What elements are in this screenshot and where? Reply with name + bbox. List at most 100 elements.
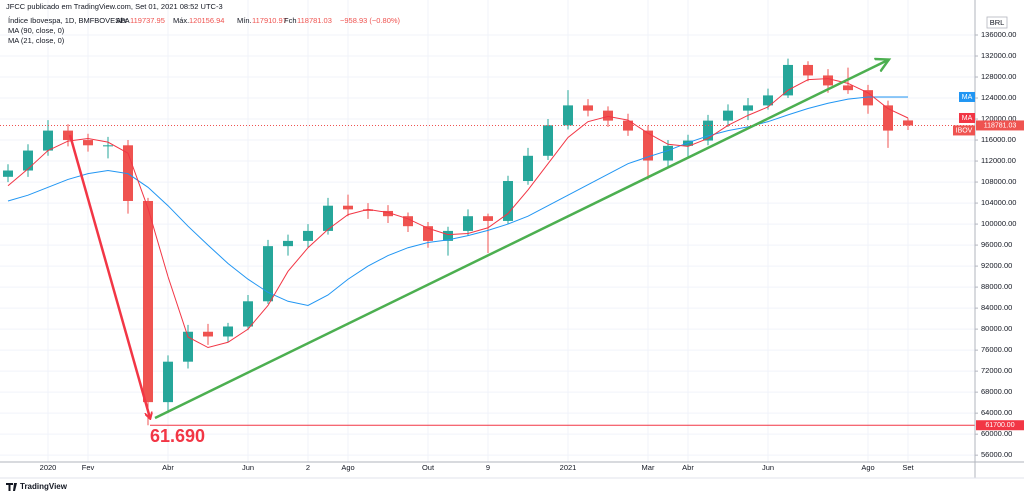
x-tick-label: Abr (682, 463, 694, 472)
high-label: Máx. (173, 16, 189, 25)
y-tick-label: 96000.00 (981, 240, 1012, 249)
trend-arrow (154, 60, 888, 420)
candle-body (203, 331, 213, 337)
price-tag (976, 120, 1024, 131)
candle-body (863, 90, 873, 106)
candle-body (803, 64, 813, 76)
y-tick-label: 84000.00 (981, 303, 1012, 312)
candle-body (523, 155, 533, 182)
candle-body (363, 209, 373, 211)
candle-body (283, 240, 293, 247)
x-tick-label: Abr (162, 463, 174, 472)
candle-body (43, 130, 53, 151)
candle-body (143, 200, 153, 403)
series-tag-label: MA (962, 94, 973, 101)
brand-logo (6, 483, 17, 491)
series-tag-label: MA (962, 115, 973, 122)
y-tick-label: 80000.00 (981, 324, 1012, 333)
candle-body (3, 170, 13, 177)
candle-body (783, 64, 793, 96)
symbol-tag (953, 125, 975, 136)
drop-arrow (68, 134, 150, 418)
level-tag (976, 420, 1024, 431)
candle-body (103, 145, 113, 147)
y-tick-label: 56000.00 (981, 450, 1012, 459)
candle-body (623, 120, 633, 131)
price-tag-label: 118781.03 (984, 122, 1017, 129)
candle-body (383, 210, 393, 217)
candle-body (823, 75, 833, 86)
y-tick-label: 128000.00 (981, 72, 1016, 81)
y-tick-label: 64000.00 (981, 408, 1012, 417)
candle-body (723, 110, 733, 121)
axes: 136000.00 132000.00 128000.00 124000.00 1200… (40, 30, 1024, 472)
candle-body (263, 246, 273, 302)
open-label: Abr (116, 16, 128, 25)
x-tick-label: Ago (861, 463, 874, 472)
candle-body (583, 105, 593, 111)
low-annotation: 61.690 (150, 426, 205, 446)
candle-body (543, 125, 553, 156)
y-tick-label: 108000.00 (981, 177, 1016, 186)
candle-body (763, 95, 773, 106)
y-tick-label: 120000.00 (981, 114, 1016, 123)
candle-body (23, 150, 33, 171)
y-tick-label: 112000.00 (981, 156, 1016, 165)
y-tick-label: 104000.00 (981, 198, 1016, 207)
close-value: 118781.03 (297, 16, 332, 25)
candle-body (223, 326, 233, 337)
candle-body (743, 105, 753, 111)
y-tick-label: 76000.00 (981, 345, 1012, 354)
currency[interactable]: BRL (990, 18, 1005, 27)
y-tick-label: 68000.00 (981, 387, 1012, 396)
candle-body (343, 205, 353, 210)
series-tag (959, 112, 975, 123)
candle-body (643, 130, 653, 161)
candle-body (503, 181, 513, 221)
candle-body (883, 105, 893, 131)
series-tag (959, 91, 975, 102)
x-tick-label: Jun (762, 463, 774, 472)
brand[interactable]: TradingView (20, 482, 68, 491)
candle-body (443, 230, 453, 241)
y-tick-label: 124000.00 (981, 93, 1016, 102)
x-tick-label: Jun (242, 463, 254, 472)
symbol-tag-label: IBOV (956, 127, 973, 134)
indicator: MA (90, close, 0) (8, 26, 65, 35)
y-tick-label: 132000.00 (981, 51, 1016, 60)
level-tag-label: 61700.00 (985, 422, 1014, 429)
candle-body (83, 140, 93, 146)
currency-box[interactable] (986, 16, 1008, 29)
candle-body (423, 226, 433, 241)
symbol: Índice Ibovespa, 1D, BMFBOVESPA (8, 16, 130, 25)
moving-average (7, 78, 909, 349)
plot (0, 58, 975, 426)
y-tick-label: 72000.00 (981, 366, 1012, 375)
low-value: 117910.97 (252, 16, 287, 25)
candle-body (703, 120, 713, 141)
candle-body (303, 230, 313, 241)
candle-body (243, 301, 253, 327)
x-tick-label: 2020 (40, 463, 57, 472)
candle-body (483, 216, 493, 221)
low-label: Mín. (237, 16, 252, 25)
grid (0, 0, 975, 462)
candle-body (123, 145, 133, 201)
candle-body (603, 110, 613, 121)
candle-body (163, 361, 173, 403)
x-tick-label: Mar (642, 463, 655, 472)
change: −958.93 (−0.80%) (340, 16, 401, 25)
candle-body (463, 216, 473, 231)
y-tick-label: 92000.00 (981, 261, 1012, 270)
x-tick-label: Set (902, 463, 914, 472)
y-tick-label: 88000.00 (981, 282, 1012, 291)
x-tick-label: Fev (82, 463, 95, 472)
y-tick-label: 116000.00 (981, 135, 1016, 144)
indicator: MA (21, close, 0) (8, 36, 65, 45)
x-tick-label: Ago (341, 463, 354, 472)
close-label: Fch (284, 16, 297, 25)
candle-body (403, 216, 413, 227)
published: JFCC publicado em TradingView.com, Set 0… (6, 2, 223, 11)
y-tick-label: 136000.00 (981, 30, 1016, 39)
